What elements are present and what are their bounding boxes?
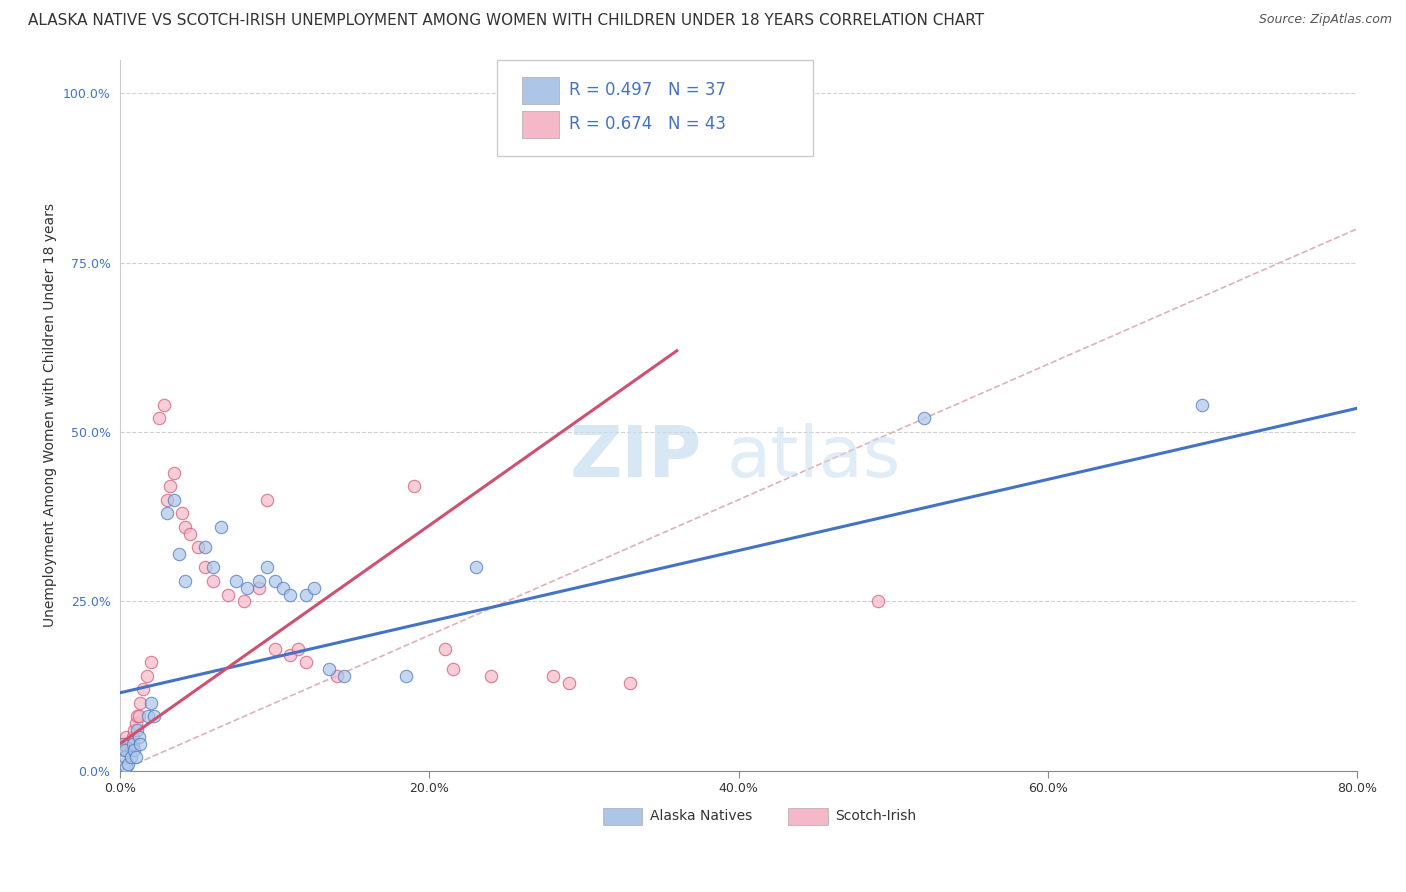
Point (294, 655, 316, 669)
Point (263, 574, 285, 588)
Point (117, 756, 139, 771)
Point (278, 588, 301, 602)
Point (148, 411, 170, 425)
Point (225, 574, 247, 588)
Point (202, 574, 225, 588)
Point (135, 669, 157, 683)
Bar (789, 807, 828, 825)
Point (278, 648, 301, 663)
Text: R = 0.497   N = 37: R = 0.497 N = 37 (569, 81, 725, 99)
Point (287, 641, 309, 656)
Point (194, 560, 217, 574)
Point (263, 641, 285, 656)
Point (128, 730, 150, 744)
Point (141, 655, 163, 669)
Point (271, 581, 294, 595)
Point (247, 581, 270, 595)
Point (141, 696, 163, 710)
Point (143, 709, 166, 723)
Point (395, 669, 418, 683)
Point (179, 526, 201, 541)
Point (114, 737, 136, 751)
Point (247, 574, 270, 588)
Point (333, 669, 356, 683)
Point (302, 581, 325, 595)
Point (172, 506, 194, 520)
Text: Scotch-Irish: Scotch-Irish (835, 809, 917, 823)
Point (156, 492, 179, 507)
Point (117, 743, 139, 757)
Text: Source: ZipAtlas.com: Source: ZipAtlas.com (1258, 13, 1392, 27)
Point (152, 398, 174, 412)
Point (132, 682, 155, 697)
Point (115, 760, 138, 774)
Point (136, 709, 159, 723)
Point (125, 716, 148, 731)
Point (163, 492, 186, 507)
Bar (522, 111, 560, 137)
Point (441, 662, 464, 676)
Point (619, 675, 641, 690)
Point (114, 743, 136, 757)
Point (114, 750, 136, 764)
Point (174, 520, 197, 534)
Point (433, 641, 456, 656)
Point (194, 540, 217, 554)
Point (541, 669, 564, 683)
Point (163, 466, 186, 480)
Point (202, 560, 225, 574)
Bar (522, 78, 560, 104)
Point (402, 479, 425, 493)
Point (866, 594, 889, 608)
Point (479, 669, 502, 683)
Point (557, 675, 579, 690)
Point (118, 737, 141, 751)
Point (128, 709, 150, 723)
Point (159, 479, 181, 493)
Point (129, 696, 152, 710)
Point (122, 723, 145, 737)
Point (125, 750, 148, 764)
Point (256, 492, 278, 507)
Text: ZIP: ZIP (569, 424, 702, 492)
Point (120, 750, 142, 764)
Point (121, 730, 143, 744)
Point (115, 730, 138, 744)
Point (120, 737, 142, 751)
Point (156, 506, 179, 520)
Point (127, 709, 149, 723)
Point (121, 737, 143, 751)
Point (209, 520, 232, 534)
Text: atlas: atlas (727, 424, 901, 492)
Text: Alaska Natives: Alaska Natives (650, 809, 752, 823)
FancyBboxPatch shape (498, 60, 813, 155)
Point (122, 743, 145, 757)
Point (1191, 398, 1213, 412)
Point (112, 743, 135, 757)
Point (325, 669, 347, 683)
Point (256, 560, 278, 574)
Y-axis label: Unemployment Among Women with Children Under 18 years: Unemployment Among Women with Children U… (44, 203, 58, 627)
Point (129, 737, 152, 751)
Point (218, 588, 240, 602)
Point (912, 411, 935, 425)
Point (318, 662, 340, 676)
Point (464, 560, 486, 574)
Point (187, 540, 209, 554)
Text: R = 0.674   N = 43: R = 0.674 N = 43 (569, 114, 725, 133)
Point (167, 547, 190, 561)
Text: ALASKA NATIVE VS SCOTCH-IRISH UNEMPLOYMENT AMONG WOMEN WITH CHILDREN UNDER 18 YE: ALASKA NATIVE VS SCOTCH-IRISH UNEMPLOYME… (28, 13, 984, 29)
Point (174, 574, 197, 588)
Bar (603, 807, 643, 825)
Point (294, 588, 316, 602)
Point (112, 737, 135, 751)
Point (236, 581, 259, 595)
Point (232, 594, 254, 608)
Point (127, 723, 149, 737)
